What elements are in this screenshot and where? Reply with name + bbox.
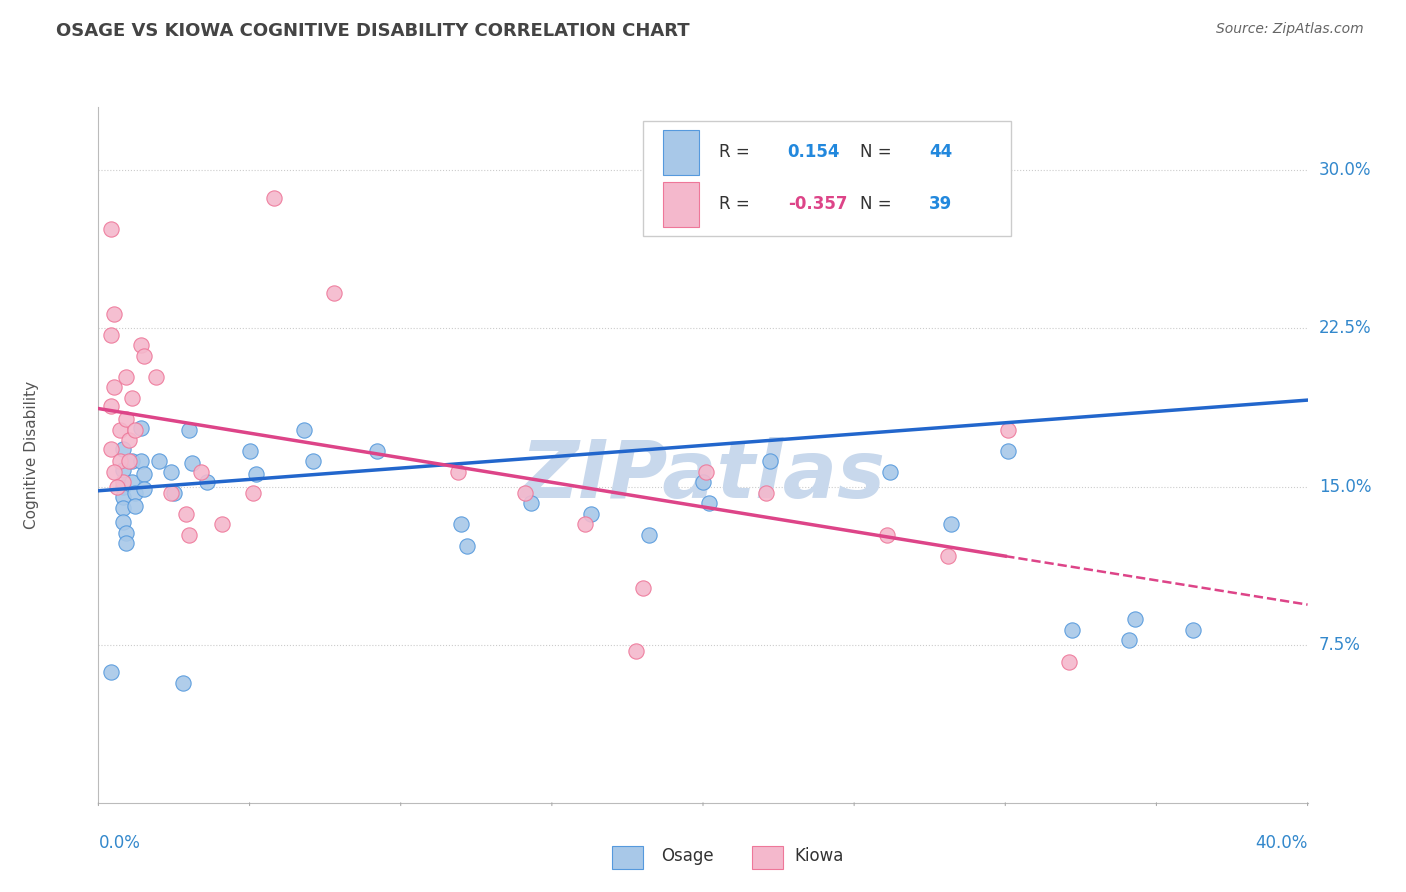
Text: -0.357: -0.357 — [787, 195, 848, 213]
Text: R =: R = — [718, 144, 749, 161]
Text: 30.0%: 30.0% — [1319, 161, 1371, 179]
Text: Source: ZipAtlas.com: Source: ZipAtlas.com — [1216, 22, 1364, 37]
Text: Kiowa: Kiowa — [794, 847, 844, 865]
Text: 15.0%: 15.0% — [1319, 477, 1371, 496]
FancyBboxPatch shape — [643, 121, 1011, 235]
Text: 44: 44 — [929, 144, 952, 161]
Text: R =: R = — [718, 195, 749, 213]
Text: N =: N = — [860, 195, 891, 213]
Text: Cognitive Disability: Cognitive Disability — [24, 381, 39, 529]
Bar — [664, 182, 699, 227]
Text: 22.5%: 22.5% — [1319, 319, 1371, 337]
Text: 0.154: 0.154 — [787, 144, 841, 161]
Text: N =: N = — [860, 144, 891, 161]
Text: 39: 39 — [929, 195, 952, 213]
Text: 40.0%: 40.0% — [1256, 834, 1308, 852]
Text: 0.0%: 0.0% — [98, 834, 141, 852]
Text: 7.5%: 7.5% — [1319, 636, 1361, 654]
Text: OSAGE VS KIOWA COGNITIVE DISABILITY CORRELATION CHART: OSAGE VS KIOWA COGNITIVE DISABILITY CORR… — [56, 22, 690, 40]
Text: ZIPatlas: ZIPatlas — [520, 437, 886, 515]
Text: Osage: Osage — [661, 847, 713, 865]
Bar — [664, 129, 699, 175]
